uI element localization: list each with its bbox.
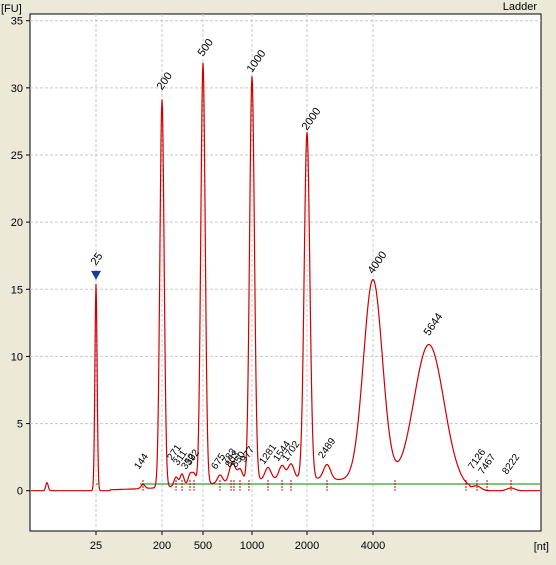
x-tick-label: 2000 — [295, 540, 319, 552]
y-tick-label: 20 — [11, 217, 23, 229]
baseline-segments — [96, 480, 540, 491]
trace-layer — [31, 62, 540, 492]
y-tick-label: 0 — [17, 486, 23, 498]
y-tick-label: 5 — [17, 419, 23, 431]
x-tick-label: 500 — [194, 540, 212, 552]
x-tick-label: 4000 — [361, 540, 385, 552]
grid-lines — [30, 14, 541, 531]
y-tick-label: 25 — [11, 150, 23, 162]
y-tick-label: 30 — [11, 83, 23, 95]
chart-title: Ladder — [503, 1, 538, 13]
x-axis-label: [nt] — [534, 541, 549, 553]
peak-label: 25 — [89, 251, 106, 268]
y-tick-label: 15 — [11, 284, 23, 296]
y-tick-label: 35 — [11, 16, 23, 28]
signal-trace — [31, 62, 540, 492]
x-tick-label: 1000 — [240, 540, 264, 552]
plot-area — [29, 13, 542, 532]
y-tick-label: 10 — [11, 351, 23, 363]
x-tick-label: 25 — [90, 540, 102, 552]
x-tick-label: 200 — [153, 540, 171, 552]
axes: 0 5 10 15 20 25 30 35 25 200 500 1000 2000 4000 — [11, 16, 385, 552]
peak-marker-triangle — [91, 270, 101, 280]
y-axis-label: [FU] — [1, 3, 22, 15]
